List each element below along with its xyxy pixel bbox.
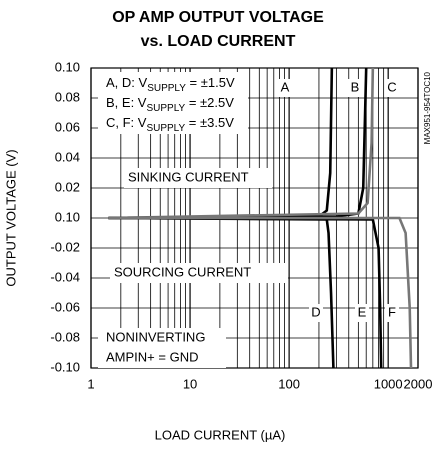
- x-tick-label: 10: [183, 376, 197, 391]
- label-box: [385, 79, 399, 97]
- label-box: [385, 304, 399, 322]
- annotation: AMPIN+ = GND: [106, 349, 198, 364]
- chart-title: OP AMP OUTPUT VOLTAGE: [112, 9, 324, 26]
- curve-label: D: [311, 304, 320, 319]
- curve: [108, 67, 375, 220]
- legend-text-sub: SUPPLY: [146, 123, 185, 134]
- legend-text-part: C, F: V: [106, 115, 147, 130]
- curve-label: C: [387, 79, 396, 94]
- curve-label: B: [351, 79, 360, 94]
- annotation: SINKING CURRENT: [128, 169, 249, 184]
- curve-label: F: [388, 304, 396, 319]
- legend-text: C, F: VSUPPLY = ±3.5V: [106, 115, 234, 133]
- label-box: [278, 79, 292, 97]
- legend-text-part: = ±2.5V: [185, 95, 234, 110]
- legend-text-sub: SUPPLY: [146, 103, 185, 114]
- annotation: SOURCING CURRENT: [114, 264, 251, 279]
- label-box: [98, 328, 226, 368]
- label-box: [348, 79, 362, 97]
- y-tick-label: -0.08: [50, 329, 80, 344]
- x-tick-label: 100: [278, 376, 300, 391]
- y-tick-label: -0.04: [50, 269, 80, 284]
- label-box: [355, 304, 369, 322]
- curve-label: A: [281, 79, 290, 94]
- legend-text: A, D: VSUPPLY = ±1.5V: [106, 75, 235, 93]
- curve-label: E: [358, 304, 367, 319]
- legend-text-part: = ±3.5V: [185, 115, 234, 130]
- annotation: NONINVERTING: [106, 329, 205, 344]
- y-tick-label: -0.10: [50, 359, 80, 374]
- y-tick-label: 0.04: [55, 149, 80, 164]
- plot-frame: [90, 67, 419, 369]
- label-box: [110, 263, 288, 283]
- y-axis-label: OUTPUT VOLTAGE (V): [3, 149, 18, 286]
- side-note: MAX951-954TOC10: [423, 71, 432, 144]
- label-box: [98, 72, 248, 134]
- curve: [108, 216, 413, 369]
- x-tick-label: 2000: [404, 376, 433, 391]
- y-tick-label: 0.10: [55, 59, 80, 74]
- legend-text-sub: SUPPLY: [147, 83, 186, 94]
- legend-text: B, E: VSUPPLY = ±2.5V: [106, 95, 234, 113]
- legend-text-part: A, D: V: [106, 75, 148, 90]
- y-tick-label: -0.06: [50, 299, 80, 314]
- label-box: [124, 168, 272, 188]
- y-tick-label: 0.08: [55, 89, 80, 104]
- legend-text-part: B, E: V: [106, 95, 147, 110]
- y-tick-label: 0.02: [55, 179, 80, 194]
- x-tick-label: 1000: [374, 376, 403, 391]
- y-tick-label: -0.02: [50, 239, 80, 254]
- label-box: [309, 304, 323, 322]
- chart-title: vs. LOAD CURRENT: [141, 33, 296, 50]
- x-tick-label: 1: [87, 376, 94, 391]
- y-tick-label: 0.10: [55, 209, 80, 224]
- y-tick-label: 0.06: [55, 119, 80, 134]
- legend-text-part: = ±1.5V: [186, 75, 235, 90]
- x-axis-label: LOAD CURRENT (µA): [155, 427, 286, 442]
